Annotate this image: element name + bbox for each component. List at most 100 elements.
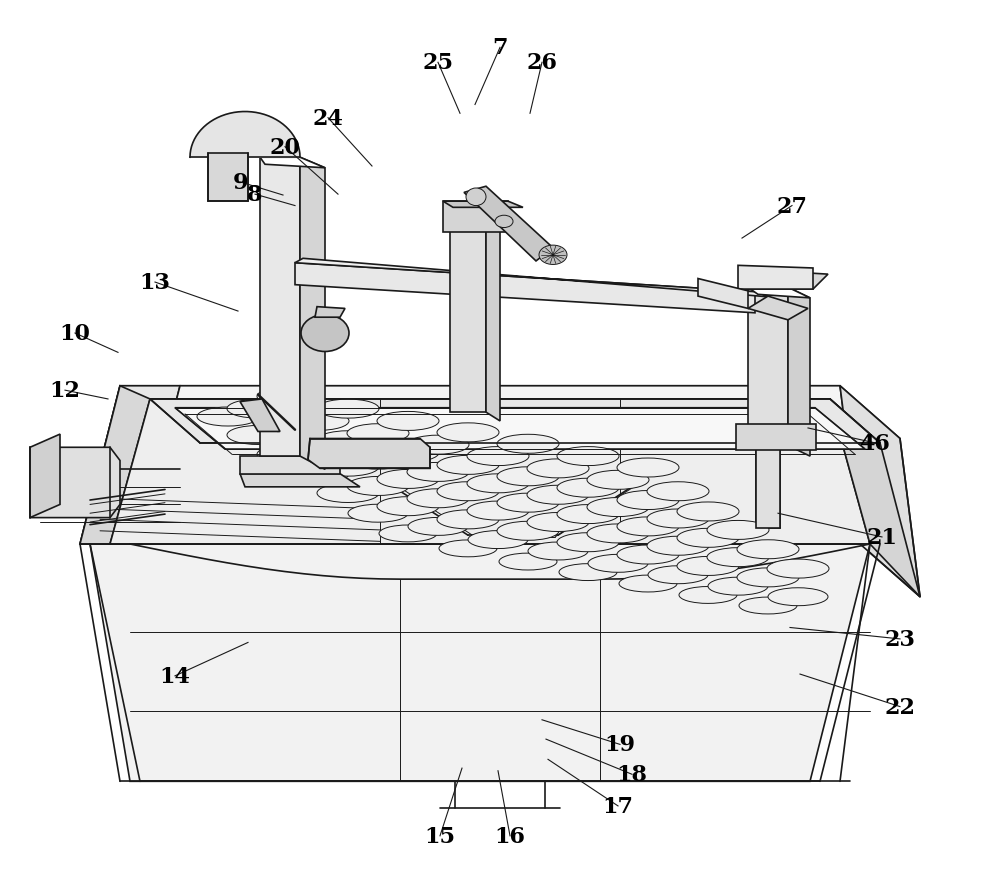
Polygon shape	[260, 158, 325, 169]
Ellipse shape	[647, 536, 709, 556]
Polygon shape	[240, 474, 360, 487]
Text: 46: 46	[860, 432, 890, 455]
Polygon shape	[486, 211, 500, 421]
Polygon shape	[150, 399, 880, 443]
Polygon shape	[736, 424, 816, 450]
Text: 24: 24	[313, 107, 343, 130]
Text: 21: 21	[866, 526, 898, 549]
Ellipse shape	[301, 315, 349, 352]
Text: 8: 8	[247, 184, 263, 206]
Ellipse shape	[617, 517, 679, 536]
Text: 16: 16	[494, 824, 526, 847]
Ellipse shape	[619, 575, 677, 593]
Ellipse shape	[497, 435, 559, 454]
Circle shape	[466, 189, 486, 206]
Ellipse shape	[587, 498, 649, 517]
Text: 27: 27	[776, 195, 808, 218]
Ellipse shape	[287, 438, 349, 457]
Polygon shape	[260, 158, 300, 457]
Text: 25: 25	[422, 52, 454, 75]
Text: 17: 17	[602, 795, 634, 817]
Ellipse shape	[497, 467, 559, 486]
Ellipse shape	[647, 509, 709, 529]
Ellipse shape	[257, 445, 319, 464]
Ellipse shape	[467, 474, 529, 493]
Ellipse shape	[227, 426, 289, 445]
Ellipse shape	[768, 588, 828, 606]
Ellipse shape	[467, 501, 529, 521]
Ellipse shape	[767, 559, 829, 579]
Ellipse shape	[407, 489, 469, 508]
Polygon shape	[830, 399, 920, 597]
Ellipse shape	[317, 399, 379, 419]
Text: 7: 7	[492, 37, 508, 60]
Ellipse shape	[647, 482, 709, 501]
Ellipse shape	[437, 482, 499, 501]
Ellipse shape	[347, 424, 409, 443]
Ellipse shape	[287, 412, 349, 431]
Ellipse shape	[587, 524, 649, 543]
Ellipse shape	[348, 505, 408, 522]
Ellipse shape	[739, 597, 797, 615]
Ellipse shape	[437, 510, 499, 529]
Ellipse shape	[557, 479, 619, 498]
Ellipse shape	[527, 459, 589, 479]
Polygon shape	[300, 158, 325, 470]
Ellipse shape	[437, 456, 499, 475]
Ellipse shape	[737, 540, 799, 559]
Ellipse shape	[708, 578, 768, 595]
Polygon shape	[120, 386, 900, 439]
Text: 26: 26	[526, 52, 558, 75]
Ellipse shape	[677, 502, 739, 522]
Ellipse shape	[227, 399, 289, 419]
Ellipse shape	[677, 557, 739, 576]
Polygon shape	[80, 386, 180, 544]
Polygon shape	[756, 446, 780, 529]
Polygon shape	[295, 263, 755, 313]
Polygon shape	[30, 448, 120, 518]
Polygon shape	[738, 270, 828, 290]
Ellipse shape	[287, 464, 349, 484]
Text: 9: 9	[232, 171, 248, 194]
Polygon shape	[190, 112, 300, 158]
Ellipse shape	[737, 568, 799, 587]
Ellipse shape	[317, 484, 379, 503]
Ellipse shape	[557, 533, 619, 552]
Ellipse shape	[617, 458, 679, 478]
Ellipse shape	[559, 564, 617, 581]
Polygon shape	[443, 202, 523, 208]
Ellipse shape	[407, 463, 469, 482]
Polygon shape	[464, 187, 553, 262]
Ellipse shape	[347, 477, 409, 496]
Polygon shape	[450, 211, 500, 220]
Polygon shape	[240, 457, 340, 474]
Ellipse shape	[617, 545, 679, 565]
Polygon shape	[140, 386, 860, 544]
Polygon shape	[450, 211, 486, 413]
Polygon shape	[30, 435, 60, 518]
Ellipse shape	[648, 566, 708, 584]
Polygon shape	[315, 307, 345, 318]
Polygon shape	[698, 279, 748, 309]
Ellipse shape	[379, 525, 437, 543]
Ellipse shape	[377, 497, 439, 516]
Text: 12: 12	[50, 379, 80, 402]
Ellipse shape	[528, 543, 588, 560]
Text: 22: 22	[885, 695, 916, 718]
Ellipse shape	[408, 518, 468, 536]
Text: 20: 20	[270, 136, 300, 159]
Text: 15: 15	[424, 824, 456, 847]
Polygon shape	[748, 297, 808, 320]
Ellipse shape	[407, 435, 469, 455]
Text: 18: 18	[616, 763, 648, 786]
Ellipse shape	[497, 522, 559, 541]
Text: 14: 14	[160, 665, 190, 687]
Ellipse shape	[377, 470, 439, 489]
Ellipse shape	[257, 419, 319, 438]
Ellipse shape	[527, 513, 589, 532]
Ellipse shape	[707, 521, 769, 540]
Text: 13: 13	[140, 271, 170, 294]
Polygon shape	[788, 288, 810, 457]
Polygon shape	[175, 408, 865, 450]
Ellipse shape	[557, 447, 619, 466]
